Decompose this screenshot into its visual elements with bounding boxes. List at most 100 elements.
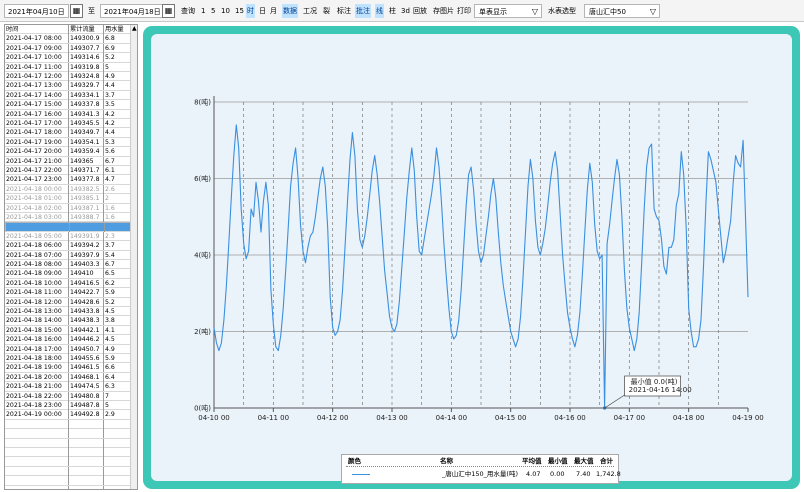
table-row[interactable]: 2021-04-17 08:00 149300.9 6.8 [5,34,131,44]
cell-time: 2021-04-17 09:00 [5,43,69,53]
interval-1-button[interactable]: 1 [201,7,206,15]
query-button[interactable]: 查询 [181,7,195,15]
table-row[interactable]: 2021-04-18 08:00 149403.3 6.7 [5,260,131,270]
table-row[interactable]: 2021-04-19 00:00 149492.8 2.9 [5,410,131,420]
table-row[interactable]: 2021-04-17 18:00 149349.7 4.4 [5,128,131,138]
table-row[interactable]: 2021-04-17 12:00 149324.8 4.9 [5,72,131,82]
end-date-field[interactable]: 2021年04月18日 [100,4,165,18]
start-calendar-icon[interactable]: ▦ [70,4,83,18]
interval-15-button[interactable]: 15 [235,7,244,15]
cell-time: 2021-04-18 15:00 [5,325,69,335]
table-row[interactable]: 2021-04-18 03:00 149388.7 1.6 [5,213,131,223]
x-tick-label: 04-12 00 [317,414,348,422]
table-row[interactable]: 2021-04-18 07:00 149397.9 5.4 [5,250,131,260]
table-row[interactable]: 2021-04-18 16:00 149446.2 4.5 [5,335,131,345]
month-button[interactable]: 月 [270,7,277,15]
table-row[interactable]: 2021-04-18 14:00 149438.3 3.8 [5,316,131,326]
table-row[interactable]: 2021-04-17 09:00 149307.7 6.9 [5,43,131,54]
y-tick-label: 4(吨) [194,251,211,260]
table-row[interactable]: 2021-04-18 09:00 149410 6.5 [5,269,131,279]
table-row[interactable]: 2021-04-18 21:00 149474.5 6.3 [5,382,131,392]
table-row[interactable]: 2021-04-18 11:00 149422.7 5.9 [5,288,131,298]
table-row[interactable] [5,429,131,439]
table-row[interactable]: 2021-04-17 11:00 149319.8 5 [5,62,131,72]
water-usage-series-line [213,124,749,409]
interval-10-button[interactable]: 10 [221,7,230,15]
cell-cumulative-flow: 149385.1 [69,194,104,204]
table-row[interactable]: 2021-04-17 15:00 149337.8 3.5 [5,100,131,110]
cell-cumulative-flow: 149341.3 [69,109,104,119]
start-date-field[interactable]: 2021年04月10日 [4,4,69,18]
table-row[interactable]: 2021-04-18 05:00 149391.9 2.3 [5,231,131,242]
3d-button[interactable]: 3d [401,7,410,15]
table-row[interactable]: 2021-04-17 10:00 149314.6 5.2 [5,53,131,63]
table-row[interactable]: 2021-04-18 17:00 149450.7 4.9 [5,344,131,354]
cell-cumulative-flow: 149433.8 [69,307,104,316]
table-row[interactable]: 2021-04-17 23:00 149377.8 4.7 [5,175,131,185]
day-button[interactable]: 日 [259,7,266,15]
table-row[interactable] [5,485,131,489]
cell-time: 2021-04-17 11:00 [5,62,69,72]
print-button[interactable]: 打印 [457,7,471,15]
table-row[interactable] [5,448,131,458]
to-label: 至 [88,7,95,15]
label-button[interactable]: 标注 [337,7,351,15]
table-row[interactable]: 2021-04-17 16:00 149341.3 4.2 [5,109,131,119]
cell-cumulative-flow: 149334.1 [69,90,104,100]
table-row[interactable]: 2021-04-18 23:00 149487.8 5 [5,401,131,411]
end-calendar-icon[interactable]: ▦ [162,4,175,18]
interval-5-button[interactable]: 5 [211,7,216,15]
table-row[interactable]: 2021-04-17 14:00 149334.1 3.7 [5,90,131,101]
table-row[interactable]: 2021-04-18 13:00 149433.8 4.5 [5,307,131,317]
table-row[interactable]: 2021-04-18 19:00 149461.5 6.6 [5,363,131,373]
table-row[interactable]: 2021-04-18 01:00 149385.1 2 [5,194,131,204]
table-row[interactable]: 2021-04-18 06:00 149394.2 3.7 [5,241,131,251]
data-button[interactable]: 数据 [282,4,298,18]
table-row[interactable] [5,438,131,448]
table-row[interactable]: 2021-04-17 20:00 149359.4 5.6 [5,147,131,157]
cell-usage [104,485,131,489]
split-button[interactable]: 裂 [323,7,330,15]
bar-button[interactable]: 柱 [389,7,396,15]
line-chart[interactable]: 0(吨) 2(吨) 4(吨) 6(吨) 8(吨) 04-10 00 04-11 00 04-1… [151,34,792,481]
annotate-button[interactable]: 批注 [355,4,371,18]
cell-usage: 6.1 [104,166,131,175]
x-tick-label: 04-19 00 [732,414,763,422]
table-row[interactable]: 2021-04-18 22:00 149480.8 7 [5,391,131,401]
cell-cumulative-flow: 149337.8 [69,100,104,110]
cell-usage: 4.2 [104,109,131,119]
table-row[interactable]: 2021-04-17 22:00 149371.7 6.1 [5,166,131,176]
playback-button[interactable]: 回放 [413,7,427,15]
table-row[interactable]: 2021-04-18 10:00 149416.5 6.2 [5,278,131,289]
condition-button[interactable]: 工况 [303,7,317,15]
table-scrollbar[interactable]: ▲ [130,25,137,489]
cell-usage: 4.9 [104,72,131,81]
table-row[interactable]: 2021-04-18 02:00 149387.1 1.6 [5,203,131,213]
cell-time: 2021-04-18 02:00 [5,203,69,213]
table-row[interactable]: 2021-04-18 12:00 149428.6 5.2 [5,297,131,307]
save-image-button[interactable]: 存图片 [433,7,454,15]
x-tick-label: 04-15 00 [495,414,526,422]
table-row[interactable]: 2021-04-17 17:00 149345.5 4.2 [5,119,131,129]
table-row[interactable]: 2021-04-17 13:00 149329.7 4.4 [5,81,131,91]
cell-time [6,223,70,233]
scroll-up-icon[interactable]: ▲ [132,25,137,32]
table-row[interactable]: 2021-04-18 20:00 149468.1 6.4 [5,372,131,383]
line-button[interactable]: 线 [375,4,384,18]
data-table[interactable]: 时间 累计流量 用水量 2021-04-17 08:00 149300.9 6.8 2… [4,24,138,490]
display-mode-select[interactable]: 单表显示 ▽ [474,4,542,18]
table-row[interactable]: 2021-04-18 15:00 149442.1 4.1 [5,325,131,336]
table-row[interactable] [5,222,132,233]
table-row[interactable] [5,457,131,467]
table-row[interactable]: 2021-04-17 21:00 149365 6.7 [5,156,131,166]
table-row[interactable] [5,476,131,486]
hour-button[interactable]: 时 [246,4,255,18]
cell-cumulative-flow: 149468.1 [69,372,104,382]
table-row[interactable]: 2021-04-18 00:00 149382.5 2.6 [5,184,131,195]
legend-series-name: _唐山汇中150_用水量(吨) [442,470,518,478]
meter-select[interactable]: 唐山汇中50 ▽ [584,4,660,18]
table-row[interactable] [5,419,131,430]
table-row[interactable]: 2021-04-17 19:00 149354.1 5.3 [5,137,131,148]
table-row[interactable]: 2021-04-18 18:00 149455.6 5.9 [5,354,131,364]
table-row[interactable] [5,466,131,477]
